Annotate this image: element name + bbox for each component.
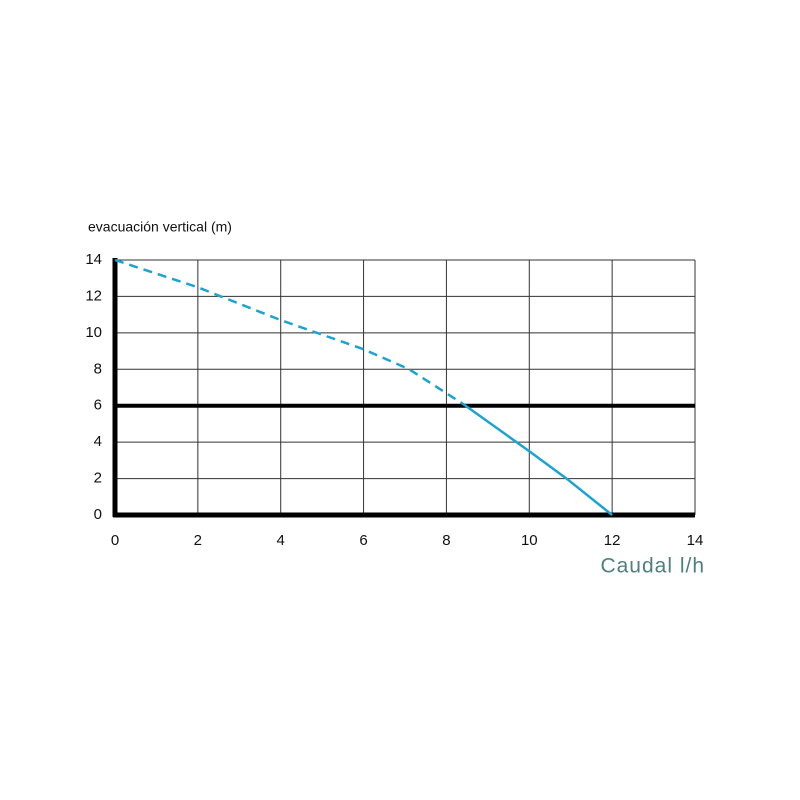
x-tick-label: 0 — [111, 532, 119, 549]
y-axis-label: evacuación vertical (m) — [88, 219, 232, 235]
y-tick-label: 12 — [85, 287, 102, 304]
y-tick-label: 0 — [94, 506, 102, 523]
y-tick-label: 8 — [94, 360, 102, 377]
x-tick-label: 14 — [687, 532, 704, 549]
x-tick-label: 12 — [604, 532, 621, 549]
y-tick-label: 4 — [94, 433, 102, 450]
x-tick-label: 8 — [442, 532, 450, 549]
y-tick-label: 10 — [85, 324, 102, 341]
x-tick-label: 10 — [521, 532, 538, 549]
x-tick-label: 2 — [194, 532, 202, 549]
x-axis-label: Caudal l/h — [600, 555, 705, 578]
y-tick-label: 6 — [94, 397, 102, 414]
y-tick-label: 2 — [94, 470, 102, 487]
curve — [462, 402, 613, 516]
y-tick-label: 14 — [85, 251, 102, 268]
x-tick-label: 4 — [277, 532, 285, 549]
x-tick-label: 6 — [359, 532, 367, 549]
